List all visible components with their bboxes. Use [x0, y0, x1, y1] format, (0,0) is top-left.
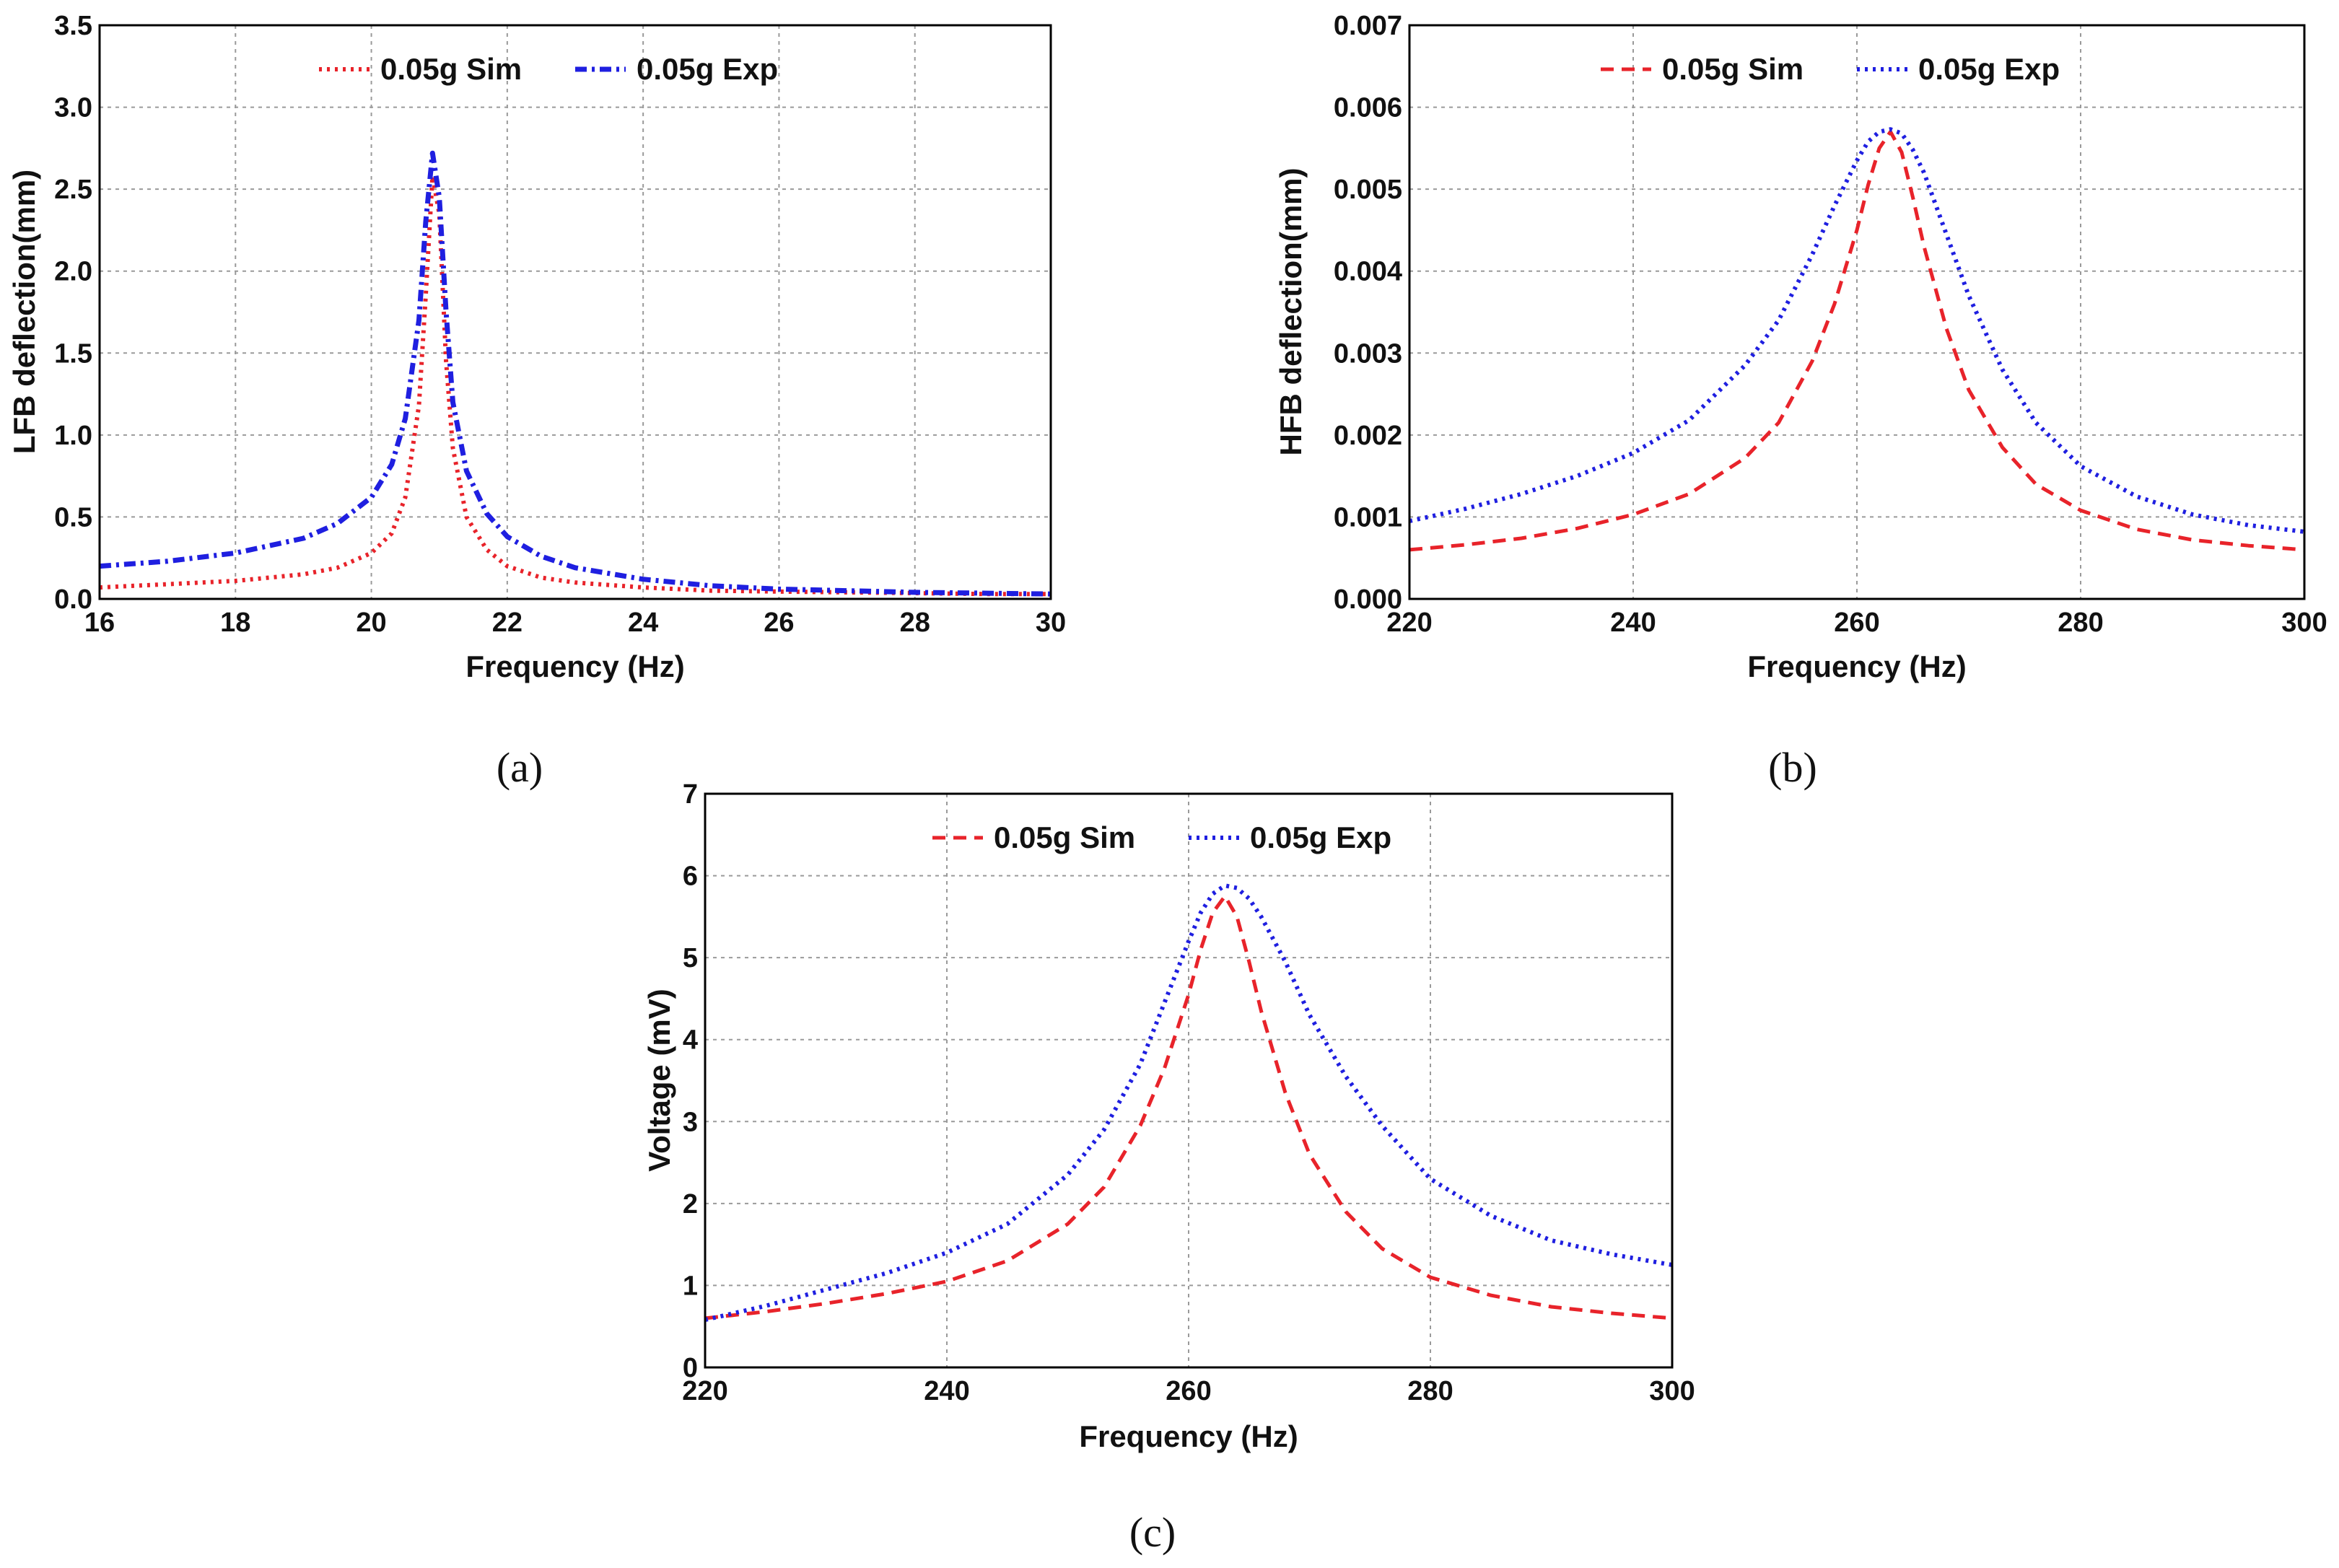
grid-c	[705, 794, 1672, 1367]
plot-frame-b	[1408, 24, 2306, 600]
grid-b	[1409, 25, 2304, 599]
x-tick-label: 260	[1166, 1376, 1211, 1406]
y-tick-label: 2.0	[54, 257, 92, 287]
y-tick-label: 0.006	[1334, 93, 1402, 123]
y-tick-label: 3	[683, 1107, 698, 1137]
x-tick-label: 300	[2281, 608, 2327, 638]
x-tick-label: 16	[84, 608, 115, 638]
y-axis-title-b: HFB deflection(mm)	[1274, 168, 1308, 456]
legend-label-exp: 0.05g Exp	[1250, 820, 1391, 854]
legend-label-sim: 0.05g Sim	[994, 820, 1135, 854]
y-tick-label: 0.007	[1334, 11, 1402, 41]
y-axis-title-a: LFB deflection(mm)	[7, 170, 41, 454]
y-tick-label: 0.004	[1334, 257, 1402, 287]
y-tick-label: 3.0	[54, 93, 92, 123]
series-line-exp	[704, 883, 1673, 1323]
y-tick-label: 0.0	[54, 584, 92, 615]
y-tick-label: 0.003	[1334, 338, 1402, 369]
x-tick-label: 220	[682, 1376, 727, 1406]
y-tick-label: 0	[683, 1353, 698, 1383]
y-tick-label: 1	[683, 1271, 698, 1301]
legend-label-exp: 0.05g Exp	[1918, 52, 2060, 86]
x-tick-label: 280	[2058, 608, 2103, 638]
legend-c: 0.05g Sim 0.05g Exp	[932, 820, 1391, 854]
legend-label-exp: 0.05g Exp	[637, 52, 778, 86]
y-tick-label: 0.5	[54, 502, 92, 533]
legend-label-sim: 0.05g Sim	[380, 52, 522, 86]
series-line-sim	[99, 174, 1051, 597]
x-tick-label: 280	[1407, 1376, 1453, 1406]
x-tick-label: 24	[628, 608, 658, 638]
x-axis-title-b: Frequency (Hz)	[1747, 649, 1966, 683]
y-tick-label: 6	[683, 862, 698, 892]
x-axis-title-c: Frequency (Hz)	[1079, 1419, 1298, 1453]
tick-labels-b: 220 240 260 280 300 0.000 0.001 0.002 0.003 0.004…	[1334, 11, 2327, 638]
chart-panel-c: 220 240 260 280 300 0 1 2 3 4 5 6 7 Frequency (Hz) V…	[642, 779, 1695, 1556]
y-tick-label: 1.5	[54, 338, 92, 369]
legend-label-sim: 0.05g Sim	[1662, 52, 1804, 86]
tick-labels-c: 220 240 260 280 300 0 1 2 3 4 5 6 7	[682, 779, 1695, 1406]
x-tick-label: 220	[1386, 608, 1432, 638]
x-tick-label: 28	[900, 608, 930, 638]
y-tick-label: 4	[683, 1025, 698, 1056]
plot-lines-c	[704, 883, 1673, 1323]
x-tick-label: 18	[220, 608, 250, 638]
x-tick-label: 240	[1610, 608, 1656, 638]
x-tick-label: 22	[492, 608, 523, 638]
y-tick-label: 2	[683, 1189, 698, 1219]
x-tick-label: 26	[764, 608, 794, 638]
y-tick-label: 5	[683, 943, 698, 973]
x-tick-label: 20	[356, 608, 386, 638]
y-tick-label: 2.5	[54, 175, 92, 205]
y-tick-label: 0.002	[1334, 421, 1402, 451]
chart-panel-a: 16 18 20 22 24 26 28 30 0.0 0.5 1.0 1.5 2.0 2.5 3.0 3.5…	[7, 11, 1066, 791]
x-tick-label: 260	[1834, 608, 1879, 638]
grid-a	[100, 25, 1051, 599]
series-line-sim	[704, 894, 1673, 1320]
series-line-exp	[99, 150, 1052, 597]
chart-panel-b: 220 240 260 280 300 0.000 0.001 0.002 0.003 0.004…	[1274, 11, 2327, 791]
plot-frame-c	[704, 792, 1674, 1369]
tick-labels-a: 16 18 20 22 24 26 28 30 0.0 0.5 1.0 1.5 2.0 2.5 3.0 3.5	[54, 11, 1066, 638]
y-tick-label: 0.000	[1334, 584, 1402, 615]
plot-frame-a	[98, 24, 1052, 600]
y-tick-label: 0.005	[1334, 175, 1402, 205]
legend-b: 0.05g Sim 0.05g Exp	[1601, 52, 2060, 86]
plot-lines-a	[99, 150, 1052, 597]
y-tick-label: 7	[683, 779, 698, 810]
plot-lines-b	[1409, 127, 2305, 552]
legend-a: 0.05g Sim 0.05g Exp	[319, 52, 778, 86]
x-tick-label: 300	[1649, 1376, 1695, 1406]
x-axis-title-a: Frequency (Hz)	[465, 649, 684, 683]
y-axis-title-c: Voltage (mV)	[642, 989, 676, 1172]
x-tick-label: 240	[924, 1376, 969, 1406]
y-tick-label: 3.5	[54, 11, 92, 41]
panel-caption-b: (b)	[1768, 744, 1817, 791]
series-line-sim	[1409, 130, 2305, 552]
x-tick-label: 30	[1036, 608, 1066, 638]
panel-caption-c: (c)	[1129, 1509, 1176, 1556]
y-tick-label: 0.001	[1334, 502, 1402, 533]
y-tick-label: 1.0	[54, 421, 92, 451]
panel-caption-a: (a)	[497, 744, 543, 791]
